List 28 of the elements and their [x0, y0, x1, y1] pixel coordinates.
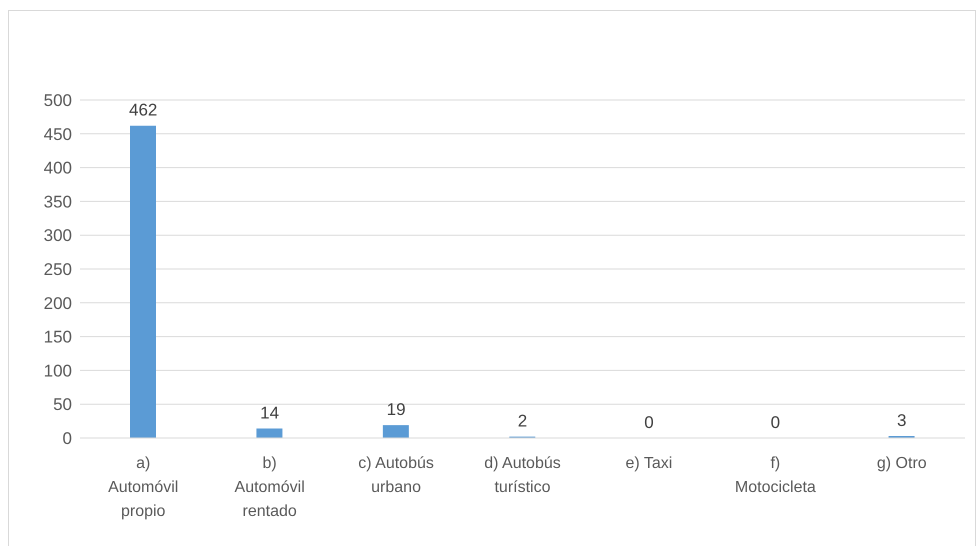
x-tick-label: a) Automóvil propio [108, 455, 178, 520]
y-tick-label: 450 [44, 124, 72, 144]
x-tick-label: g) Otro [876, 455, 927, 472]
data-label: 462 [129, 100, 158, 120]
x-tick-label: f) Motocicleta [734, 455, 816, 496]
y-tick-label: 250 [44, 260, 72, 280]
bar [382, 425, 409, 438]
x-tick-label: e) Taxi [626, 455, 672, 472]
x-tick-label: c) Autobús urbano [358, 455, 434, 496]
y-tick-label: 0 [62, 429, 72, 448]
data-label: 0 [644, 413, 654, 432]
y-tick-label: 150 [44, 328, 72, 347]
bar [256, 428, 282, 438]
y-tick-label: 100 [44, 361, 72, 380]
data-label: 3 [897, 410, 907, 430]
y-tick-label: 500 [44, 91, 72, 110]
data-label: 0 [770, 413, 780, 432]
data-label: 19 [386, 400, 406, 420]
data-label: 2 [518, 412, 528, 431]
y-tick-label: 50 [53, 395, 72, 414]
y-tick-label: 350 [44, 192, 72, 212]
y-tick-label: 200 [44, 294, 72, 313]
y-tick-label: 300 [44, 226, 72, 246]
x-tick-label: b) Automóvil rentado [234, 455, 305, 520]
bar [130, 126, 156, 438]
y-tick-label: 400 [44, 158, 72, 178]
data-label: 14 [260, 404, 280, 423]
x-tick-label: d) Autobús turístico [484, 455, 561, 496]
